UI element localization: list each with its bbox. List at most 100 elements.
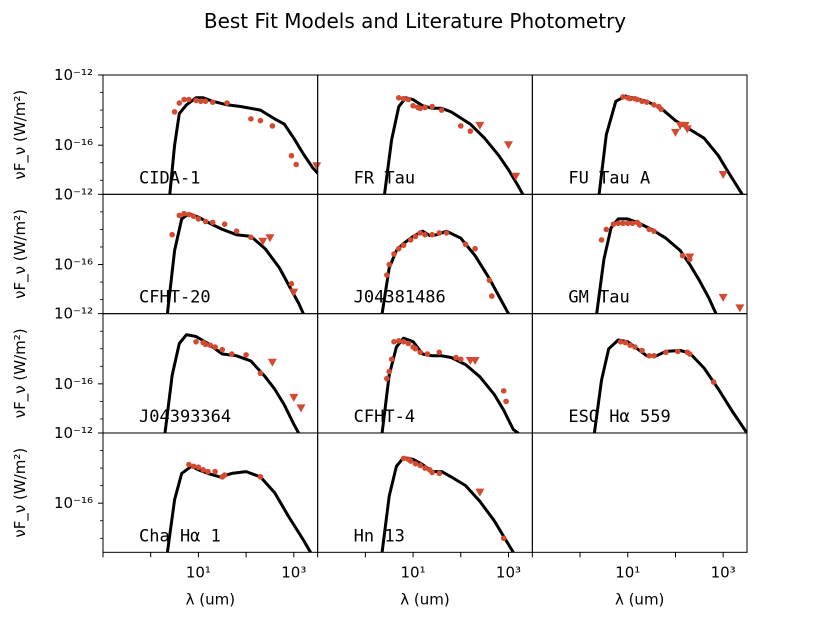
x-axis-label: λ (um): [400, 590, 449, 608]
panel-frame: [531, 432, 748, 553]
panel-10: Cha Hα 1 10⁻¹² 10⁻¹⁶ 10¹ 10³: [54, 424, 319, 581]
panel-label: GM Tau: [568, 288, 629, 308]
photometry-point: [405, 340, 412, 347]
y-tick-label: 10⁻¹⁶: [54, 375, 93, 393]
panel-5: J04381486: [317, 193, 533, 315]
y-tick-label: 10⁻¹⁶: [54, 494, 93, 512]
upper-limit-marker: [289, 288, 299, 297]
panel-frame: [531, 193, 748, 315]
photometry-point: [417, 105, 424, 112]
photometry-point: [248, 116, 254, 122]
photometry-point: [679, 252, 686, 259]
upper-limit-marker: [503, 141, 513, 150]
photometry-point: [229, 351, 235, 357]
panel-6: GM Tau: [531, 193, 748, 315]
photometry-point: [207, 342, 214, 349]
panel-frame: [102, 74, 319, 195]
upper-limit-marker: [265, 234, 275, 243]
photometry-point: [500, 388, 507, 394]
photometry-point: [710, 379, 717, 385]
photometry-point: [620, 94, 626, 100]
photometry-point: [391, 251, 397, 257]
photometry-point: [457, 356, 464, 363]
photometry-point: [190, 463, 197, 470]
upper-limit-marker: [258, 237, 268, 246]
photometry-point: [622, 339, 629, 346]
photometry-point: [257, 370, 264, 377]
photometry-point: [176, 100, 183, 106]
photometry-point: [417, 349, 424, 356]
photometry-point: [627, 342, 633, 349]
photometry-point: [400, 338, 407, 345]
panel-label: ESO Hα 559: [568, 407, 670, 427]
photometry-point: [462, 241, 469, 248]
photometry-point: [646, 226, 653, 233]
x-axis-label: λ (um): [615, 590, 664, 608]
photometry-point: [219, 346, 226, 353]
photometry-point: [395, 338, 402, 344]
x-tick-label: 10³: [281, 563, 306, 581]
panel-frame: [317, 74, 533, 195]
photometry-point: [410, 102, 416, 109]
photometry-point: [663, 349, 669, 356]
y-axis-label: νF_ν (W/m²): [11, 90, 30, 180]
photometry-point: [400, 95, 407, 102]
panel-label: Hn 13: [354, 526, 405, 546]
y-tick-label: 10⁻¹²: [54, 66, 93, 84]
photometry-point: [675, 348, 681, 355]
photometry-point: [405, 96, 412, 103]
y-tick-label: 10⁻¹⁶: [54, 136, 93, 154]
panel-11: Hn 13 10¹ 10³: [317, 432, 533, 581]
upper-limit-marker: [470, 357, 480, 366]
photometry-point: [624, 220, 631, 227]
photometry-point: [436, 349, 443, 356]
photometry-point: [412, 345, 419, 352]
upper-limit-marker: [267, 358, 277, 367]
photometry-point: [603, 226, 610, 233]
photometry-point: [181, 210, 187, 217]
photometry-point: [248, 234, 254, 241]
photometry-point: [598, 237, 605, 243]
upper-limit-marker: [735, 304, 745, 313]
photometry-point: [457, 123, 464, 129]
photometry-point: [205, 468, 211, 475]
panel-1: CIDA-1 10⁻¹² 10⁻¹⁶: [54, 66, 322, 195]
photometry-point: [288, 152, 295, 159]
panel-8: CFHT-4: [317, 313, 533, 434]
x-axis-label: λ (um): [186, 590, 235, 608]
photometry-point: [646, 352, 653, 359]
photometry-point: [233, 228, 240, 234]
photometry-point: [615, 220, 622, 227]
x-tick-label: 10³: [711, 563, 736, 581]
photometry-point: [257, 117, 264, 124]
panel-3: FU Tau A: [531, 74, 748, 195]
upper-limit-marker: [289, 393, 299, 402]
photometry-point: [407, 237, 414, 243]
photometry-point: [386, 261, 393, 268]
photometry-point: [209, 219, 216, 226]
chart-title: Best Fit Models and Literature Photometr…: [204, 9, 626, 33]
photometry-point: [171, 109, 178, 115]
photometry-point: [221, 472, 228, 478]
photometry-point: [417, 462, 424, 469]
model-curve: [380, 456, 515, 553]
photometry-point: [436, 470, 443, 477]
photometry-point: [422, 104, 428, 111]
panel-2: FR Tau: [317, 74, 533, 195]
photometry-point: [186, 211, 192, 218]
panel-label: FU Tau A: [568, 168, 650, 188]
photometry-point: [417, 230, 424, 236]
photometry-point: [632, 344, 638, 350]
photometry-point: [169, 231, 175, 238]
photometry-point: [221, 221, 228, 227]
panel-label: Cha Hα 1: [139, 526, 221, 546]
photometry-point: [453, 354, 459, 361]
y-tick-label: 10⁻¹²: [54, 185, 93, 203]
photometry-point: [467, 128, 474, 134]
photometry-point: [610, 221, 617, 227]
upper-limit-marker: [475, 488, 485, 497]
x-tick-label: 10¹: [401, 563, 426, 581]
upper-limit-marker: [296, 404, 306, 413]
photometry-point: [503, 398, 509, 405]
photometry-point: [629, 220, 636, 227]
